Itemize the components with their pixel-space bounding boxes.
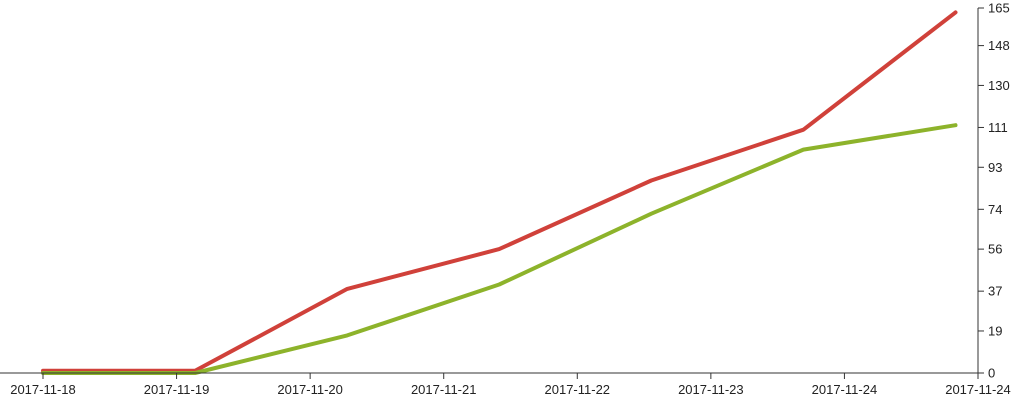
y-tick-label: 74 — [988, 202, 1002, 217]
x-tick-label: 2017-11-19 — [144, 382, 210, 397]
x-tick-label: 2017-11-18 — [10, 382, 76, 397]
y-tick-label: 19 — [988, 323, 1002, 338]
y-tick-label: 93 — [988, 160, 1002, 175]
x-tick-label: 2017-11-21 — [411, 382, 477, 397]
x-tick-label: 2017-11-23 — [678, 382, 744, 397]
y-tick-label: 0 — [988, 366, 995, 381]
y-tick-label: 111 — [988, 120, 1008, 135]
y-tick-label: 56 — [988, 242, 1002, 257]
series-line-1 — [41, 10, 958, 373]
y-tick-label: 130 — [988, 78, 1010, 93]
x-tick-label: 2017-11-20 — [277, 382, 343, 397]
x-axis-ticks: 2017-11-18 2017-11-19 2017-11-20 2017-11-21… — [10, 373, 1011, 397]
x-tick-label: 2017-11-24 — [945, 382, 1011, 397]
x-tick-label: 2017-11-22 — [545, 382, 611, 397]
series-layer — [41, 10, 958, 375]
y-tick-label: 148 — [988, 38, 1010, 53]
y-tick-label: 37 — [988, 284, 1002, 299]
y-tick-label: 165 — [988, 1, 1010, 16]
x-tick-label: 2017-11-24 — [812, 382, 878, 397]
y-axis-ticks: 0 19 37 56 74 93 111 130 148 165 — [978, 1, 1010, 381]
